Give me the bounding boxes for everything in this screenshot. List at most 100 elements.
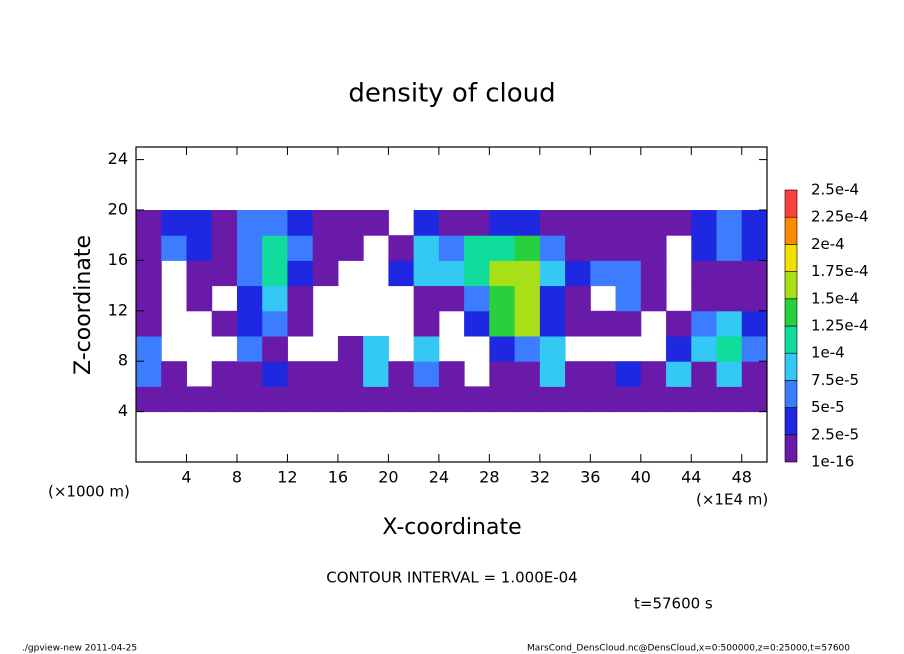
cell — [489, 210, 516, 236]
cell — [640, 285, 667, 312]
cell — [691, 336, 718, 362]
cell — [489, 310, 516, 337]
cell — [287, 386, 314, 413]
cell — [236, 235, 263, 261]
cell — [262, 210, 288, 236]
cell — [186, 235, 213, 261]
cell — [388, 235, 415, 261]
cell — [337, 386, 364, 413]
cell — [312, 386, 339, 413]
chart-title: density of cloud — [348, 79, 555, 109]
cell — [691, 235, 718, 261]
colorbar-swatch — [784, 244, 798, 272]
cell — [539, 336, 566, 362]
cell — [312, 361, 339, 387]
cell — [236, 210, 263, 236]
colorbar-swatch — [784, 434, 798, 463]
cell — [287, 210, 314, 236]
cell — [741, 260, 768, 287]
colorbar-swatch — [784, 407, 798, 436]
x-tick-label: 48 — [732, 468, 752, 487]
colorbar-label: 2.5e-4 — [811, 181, 859, 199]
cell — [590, 235, 617, 261]
cell — [287, 310, 314, 337]
cell — [186, 386, 213, 413]
cell — [413, 361, 440, 387]
x-tick-label: 32 — [530, 468, 550, 487]
cell — [615, 210, 642, 236]
cell — [136, 260, 162, 287]
y-tick-label: 12 — [108, 300, 128, 319]
cell — [590, 310, 617, 337]
cell — [464, 210, 490, 236]
cell — [716, 235, 743, 261]
cell — [337, 361, 364, 387]
cell — [640, 386, 667, 413]
cell — [136, 285, 162, 312]
cell — [464, 285, 490, 312]
cell — [438, 260, 465, 287]
x-tick-label: 4 — [181, 468, 191, 487]
cell — [539, 210, 566, 236]
cell — [236, 361, 263, 387]
colorbar: 1e-16 2.5e-5 5e-5 7.5e-5 1e-4 1.25e-4 1.5e-4 1.… — [784, 181, 869, 471]
colorbar-label: 2.5e-5 — [811, 425, 859, 443]
cell — [615, 235, 642, 261]
cell — [413, 260, 440, 287]
cell — [539, 285, 566, 312]
cell — [262, 386, 288, 413]
cell — [363, 361, 389, 387]
cell — [539, 260, 566, 287]
colorbar-label: 1e-16 — [811, 453, 854, 471]
cell — [691, 210, 718, 236]
cell — [615, 310, 642, 337]
cell — [514, 285, 541, 312]
cell — [211, 210, 238, 236]
cell — [363, 210, 389, 236]
cell — [741, 336, 768, 362]
cell — [691, 310, 718, 337]
y-axis-label: Z-coordinate — [71, 235, 96, 375]
cell — [666, 310, 692, 337]
cell — [186, 260, 213, 287]
cell — [741, 310, 768, 337]
cell — [640, 235, 667, 261]
cell — [161, 235, 187, 261]
cell — [539, 386, 566, 413]
y-tick-label: 20 — [108, 200, 128, 219]
cell — [615, 260, 642, 287]
cell — [615, 386, 642, 413]
x-tick-label: 20 — [378, 468, 398, 487]
cell — [590, 210, 617, 236]
cell — [136, 386, 162, 413]
cell — [716, 386, 743, 413]
cell — [337, 210, 364, 236]
cell — [666, 336, 692, 362]
colorbar-label: 1.25e-4 — [811, 317, 869, 335]
cell — [489, 235, 516, 261]
cell — [691, 386, 718, 413]
cell — [287, 361, 314, 387]
cell — [312, 260, 339, 287]
x-tick-label: 40 — [631, 468, 651, 487]
cell — [514, 386, 541, 413]
cell — [438, 386, 465, 413]
cell — [211, 361, 238, 387]
cell — [287, 260, 314, 287]
cell — [514, 361, 541, 387]
cell — [136, 210, 162, 236]
footer-left: ./gpview-new 2011-04-25 — [22, 644, 137, 654]
time-note: t=57600 s — [634, 595, 713, 613]
cell — [716, 361, 743, 387]
cell — [262, 260, 288, 287]
cell — [666, 361, 692, 387]
colorbar-label: 1.75e-4 — [811, 262, 869, 280]
cell — [464, 260, 490, 287]
cell — [514, 235, 541, 261]
cell — [186, 210, 213, 236]
cell — [136, 336, 162, 362]
cell — [236, 386, 263, 413]
cell — [514, 210, 541, 236]
cell — [438, 285, 465, 312]
